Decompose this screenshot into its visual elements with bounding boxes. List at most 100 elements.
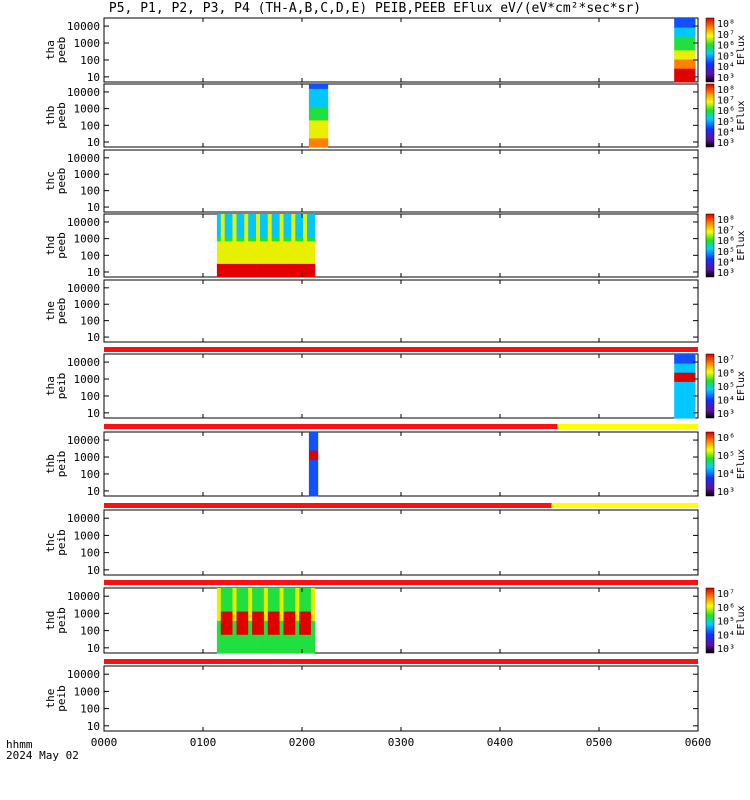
spectrogram-cell: [260, 254, 265, 260]
spectrogram-cell: [283, 241, 288, 246]
spectrogram-cell: [690, 413, 696, 419]
spectrogram-cell: [291, 250, 296, 255]
spectrogram-cell: [311, 477, 314, 483]
spectrogram-cell: [682, 18, 688, 23]
spectrogram-cell: [263, 643, 269, 649]
spectrogram-cell: [682, 68, 688, 74]
spectrogram-cell: [248, 268, 253, 273]
spectrogram-cell: [252, 634, 257, 640]
spectrogram-cell: [263, 597, 269, 603]
spectrogram-cell: [271, 214, 276, 219]
spectrogram-cell: [244, 629, 249, 635]
spectrogram-cell: [232, 241, 237, 246]
spectrogram-cell: [275, 601, 280, 607]
spectrogram-cell: [263, 634, 269, 640]
spectrogram-cell: [260, 620, 265, 626]
spectrogram-cell: [312, 138, 317, 143]
spectrogram-cell: [216, 259, 222, 264]
spectrogram-cell: [308, 142, 314, 148]
spectrogram-cell: [260, 625, 265, 631]
spectrogram-cell: [690, 404, 696, 410]
spectrogram-cell: [303, 629, 308, 635]
spectrogram-cell: [248, 254, 253, 260]
spectrogram-cell: [678, 45, 683, 51]
panel-thc-peib: 10 100 1000 10000 thcpeib: [44, 509, 699, 585]
panel-frame: [103, 149, 699, 213]
colorbar-tick-label: 10⁷: [717, 589, 735, 600]
spectrogram-cell: [674, 386, 679, 391]
spectrogram-cell: [224, 615, 229, 621]
spectrogram-cell: [308, 454, 312, 460]
spectrogram-cell: [279, 236, 284, 242]
mode-bar-red: [104, 503, 552, 508]
spectrogram-cell: [240, 606, 245, 612]
spectrogram-cell: [690, 59, 696, 65]
y-tick-label: 10000: [67, 668, 100, 681]
spectrogram-cell: [682, 372, 688, 378]
spectrogram-cell: [240, 615, 245, 621]
spectrogram-cell: [307, 268, 312, 273]
spectrogram-cell: [310, 272, 316, 278]
spectrogram-cell: [682, 59, 688, 65]
spectrogram-cell: [320, 106, 325, 112]
spectrogram-cell: [224, 634, 229, 640]
spectrogram-cell: [682, 354, 688, 359]
spectrogram-cell: [232, 629, 237, 635]
spectrogram-cell: [232, 272, 237, 278]
colorbar-tick-label: 10⁸: [717, 85, 735, 96]
spectrogram-cell: [674, 390, 679, 396]
spectrogram-cell: [232, 254, 237, 260]
panel-frame: [103, 83, 699, 148]
spectrogram-cell: [228, 254, 233, 260]
spectrogram-cell: [324, 93, 329, 98]
spectrogram-cell: [299, 629, 304, 635]
spectrogram-cell: [232, 643, 237, 649]
spectrogram-cell: [315, 450, 319, 456]
panel-ylabel: thapeeb: [44, 37, 68, 64]
spectrogram-cell: [674, 376, 679, 382]
spectrogram-cell: [313, 450, 316, 456]
spectrogram-cell: [287, 629, 292, 635]
spectrogram-cell: [678, 22, 683, 28]
spectrogram-cell: [260, 214, 265, 219]
spectrogram-cell: [263, 606, 269, 612]
colorbar-tick-label: 10⁶: [717, 236, 735, 247]
spectrogram-cell: [267, 268, 273, 273]
spectrogram-cell: [299, 241, 304, 246]
spectrogram-cell: [283, 268, 288, 273]
spectrogram-cell: [307, 223, 312, 228]
spectrogram-cell: [674, 63, 679, 69]
spectrogram-cell: [240, 214, 245, 219]
spectrogram-cell: [299, 606, 304, 612]
spectrogram-cell: [271, 601, 276, 607]
spectrogram-cell: [316, 102, 321, 107]
spectrogram-cell: [267, 611, 273, 617]
colorbar-tick-label: 10⁷: [717, 226, 735, 237]
spectrogram-cell: [295, 254, 300, 260]
spectrogram-cell: [216, 639, 222, 645]
spectrogram-cell: [295, 232, 300, 237]
spectrogram-cell: [220, 629, 226, 635]
x-tick-label: 0400: [487, 736, 514, 749]
spectrogram-cell: [312, 93, 317, 98]
spectrogram-cell: [287, 236, 292, 242]
spectrogram-cell: [216, 232, 222, 237]
spectrogram-cell: [690, 395, 696, 401]
spectrogram-cell: [275, 639, 280, 645]
spectrogram-cell: [224, 214, 229, 219]
spectrogram-cell: [228, 601, 233, 607]
y-tick-label: 10: [87, 136, 100, 149]
y-tick-label: 10000: [67, 356, 100, 369]
spectrogram-cell: [686, 50, 692, 55]
spectrogram-cell: [279, 241, 284, 246]
mode-bar-red: [104, 580, 698, 585]
spectrogram-cell: [303, 611, 308, 617]
y-tick-label: 10000: [67, 86, 100, 99]
spectrogram-cell: [236, 588, 241, 593]
spectrogram-cell: [271, 611, 276, 617]
spectrogram-cell: [279, 218, 284, 224]
spectrogram-cell: [232, 232, 237, 237]
spectrogram-cell: [248, 615, 253, 621]
spectrogram-cell: [236, 648, 241, 654]
spectrogram-cell: [308, 436, 312, 442]
